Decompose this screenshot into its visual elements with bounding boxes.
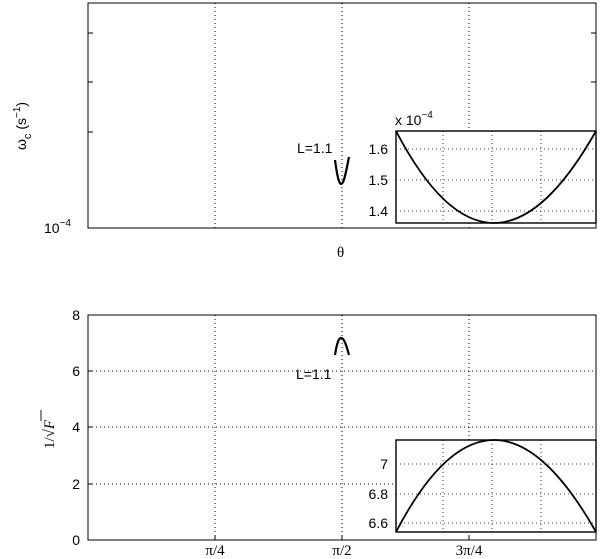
- bottom-x-tick-label-3: 3π/4: [456, 543, 483, 559]
- top-y-tick-label: 10−4: [44, 218, 71, 236]
- top-ylabel-unit: (s: [13, 118, 29, 134]
- top-ylabel-close: ): [13, 102, 29, 107]
- bottom-ylabel-var: F: [42, 419, 58, 430]
- bottom-inset: 7 6.8 6.6: [369, 439, 597, 533]
- top-inset-curve: [395, 130, 597, 224]
- bottom-inset-y-tick-2: 6.8: [369, 486, 389, 502]
- bottom-annotation: L=1.1: [296, 366, 332, 382]
- top-y-tick-exp: −4: [60, 218, 72, 229]
- top-inset-y-tick-1: 1.6: [369, 141, 389, 157]
- bottom-y-tick-label-4: 4: [72, 419, 80, 435]
- bottom-inset-frame: [395, 439, 597, 533]
- top-ylabel-sub: c: [22, 133, 34, 139]
- bottom-ylabel-prefix: 1/: [42, 437, 58, 450]
- bottom-x-tick-label-1: π/4: [205, 543, 225, 559]
- bottom-x-tick-label-2: π/2: [332, 543, 351, 559]
- bottom-ylabel-radical: √: [42, 428, 58, 437]
- top-inset: x 10−4 1.6 1.5 1.4: [369, 110, 597, 224]
- top-x-axis-label: θ: [337, 245, 344, 261]
- bottom-ticks: [88, 370, 470, 540]
- top-ylabel-main: ω: [13, 139, 29, 150]
- top-inset-multiplier-base: x 10: [395, 112, 422, 128]
- top-inset-multiplier: x 10−4: [395, 110, 433, 128]
- top-inset-y-tick-2: 1.5: [369, 172, 389, 188]
- top-inset-y-tick-3: 1.4: [369, 203, 389, 219]
- top-y-tick-base: 10: [44, 220, 60, 236]
- top-panel: 10−4 ωc (s−1) θ L=1.1 x 10−4 1.6 1.5 1.4: [12, 2, 597, 261]
- top-ylabel-exp: −1: [12, 106, 23, 118]
- top-inset-multiplier-exp: −4: [421, 110, 433, 121]
- bottom-inset-grid: [396, 440, 596, 532]
- top-data-curve: [333, 156, 351, 186]
- bottom-y-tick-label-8: 8: [72, 307, 80, 323]
- top-gridlines: [214, 3, 470, 228]
- bottom-y-tick-label-2: 2: [72, 476, 80, 492]
- bottom-inset-curve: [395, 439, 597, 533]
- top-y-axis-label: ωc (s−1): [12, 102, 34, 150]
- bottom-ylabel-text: 1/√F: [42, 419, 58, 449]
- top-inset-grid: [396, 131, 596, 223]
- bottom-inset-y-tick-1: 7: [380, 456, 388, 472]
- bottom-panel: 0 2 4 6 8 π/4 π/2 3π/4 1/√F L=1.1 7: [40, 307, 597, 559]
- bottom-y-tick-label-6: 6: [72, 363, 80, 379]
- bottom-data-curve: [333, 336, 351, 356]
- bottom-inset-y-tick-3: 6.6: [369, 515, 389, 531]
- top-inset-frame: [395, 130, 597, 224]
- bottom-gridlines: [88, 315, 596, 540]
- bottom-y-tick-label-0: 0: [72, 532, 80, 548]
- top-annotation: L=1.1: [297, 140, 333, 156]
- bottom-y-axis-label: 1/√F: [40, 410, 58, 449]
